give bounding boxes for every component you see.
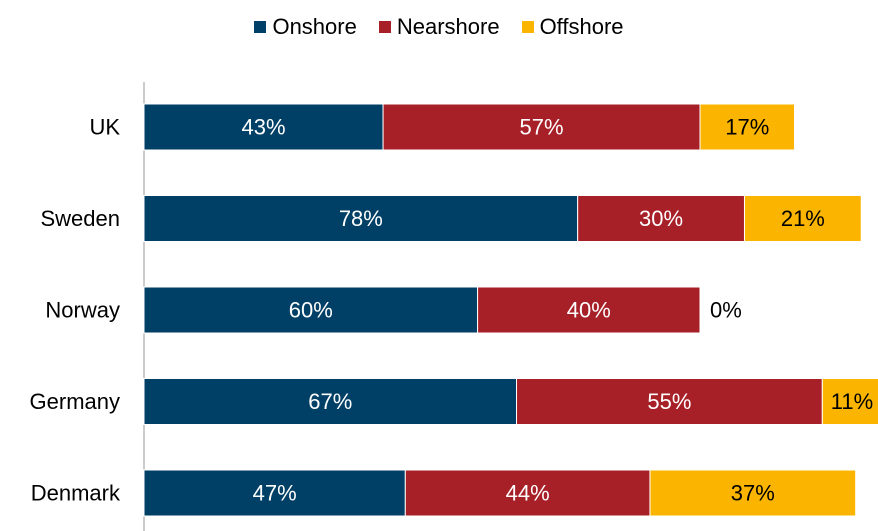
bar-onshore [143, 469, 406, 517]
category-label: Denmark [31, 481, 121, 506]
bar-offshore [649, 469, 857, 517]
data-label: 44% [506, 481, 550, 506]
category-label: Sweden [40, 206, 120, 231]
data-label: 11% [831, 389, 873, 414]
bar-onshore [143, 286, 479, 334]
legend-swatch [521, 21, 534, 33]
bar-nearshore [477, 286, 701, 334]
data-label: 78% [339, 206, 383, 231]
bar-offshore [821, 378, 878, 425]
data-label: 57% [520, 115, 564, 140]
legend-swatch [378, 21, 391, 33]
category-label: Germany [30, 389, 120, 414]
data-label: 30% [639, 206, 683, 231]
data-label: 47% [253, 481, 297, 506]
data-label: 17% [725, 115, 769, 140]
legend-item-nearshore: Nearshore [378, 14, 500, 40]
bar-onshore [143, 195, 579, 242]
data-label: 40% [567, 298, 611, 323]
bar-nearshore [516, 378, 823, 425]
legend-label: Onshore [272, 14, 357, 39]
legend-swatch [254, 21, 267, 33]
data-label: 67% [308, 389, 352, 414]
bar-offshore [743, 195, 862, 242]
bar-offshore [699, 103, 796, 151]
data-label: 55% [647, 389, 691, 414]
data-label: 37% [731, 481, 775, 506]
category-label: Norway [45, 298, 120, 323]
legend-item-onshore: Onshore [254, 14, 357, 40]
category-label: UK [89, 115, 120, 140]
bar-onshore [143, 103, 384, 151]
legend-label: Offshore [539, 14, 624, 39]
data-label: 43% [242, 115, 286, 140]
bar-nearshore [577, 195, 745, 242]
data-label: 21% [781, 206, 825, 231]
bar-onshore [143, 378, 518, 425]
legend-item-offshore: Offshore [521, 14, 624, 40]
data-label: 0% [710, 298, 742, 323]
legend-label: Nearshore [396, 14, 500, 39]
data-label: 60% [289, 298, 333, 323]
chart-legend: Onshore Nearshore Offshore [0, 14, 878, 40]
